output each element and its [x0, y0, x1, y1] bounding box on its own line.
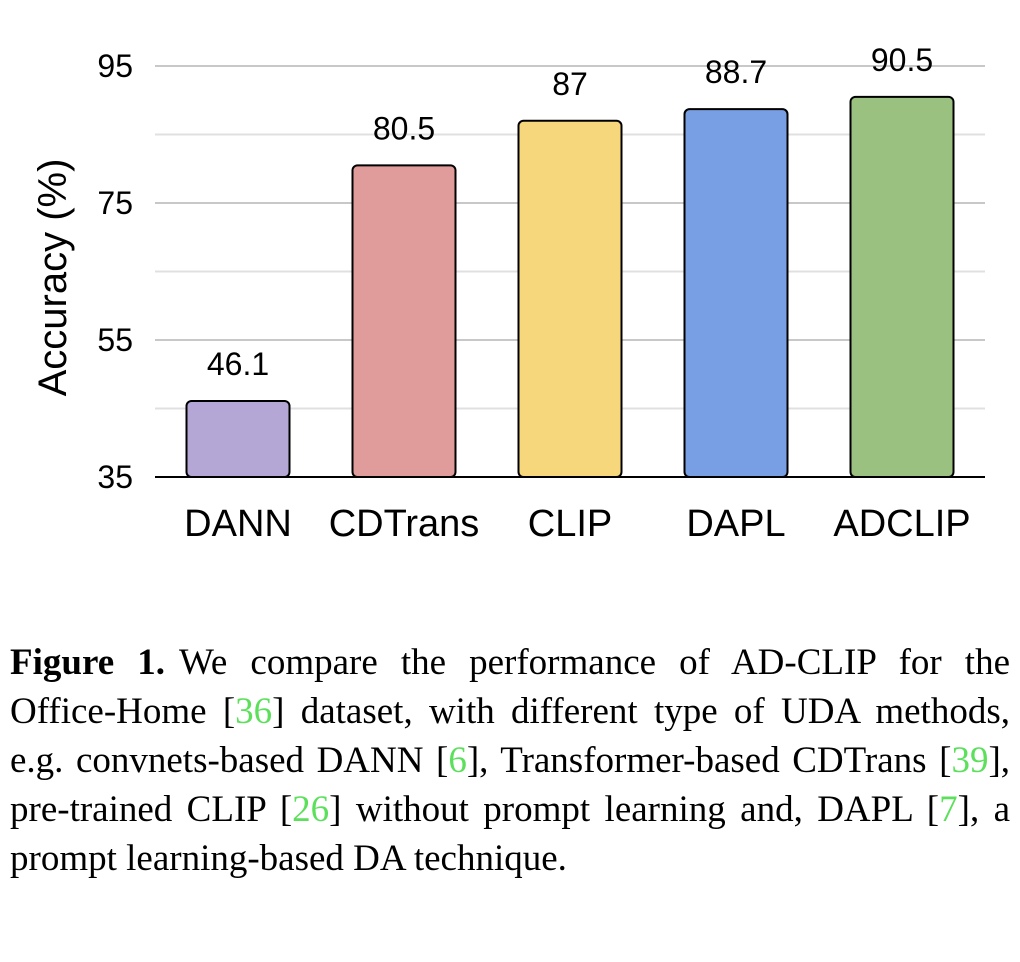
x-tick-label-cdtrans: CDTrans	[329, 503, 480, 545]
figure-label: Figure 1.	[10, 642, 165, 683]
x-tick-label-clip: CLIP	[528, 503, 612, 545]
data-label-clip: 87	[552, 66, 588, 102]
data-label-cdtrans: 80.5	[373, 110, 435, 146]
bar-dapl	[683, 108, 789, 478]
citation-ref[interactable]: 26	[292, 789, 330, 830]
citation-ref[interactable]: 36	[235, 691, 273, 732]
y-tick-label: 95	[97, 48, 133, 84]
caption-segment: ] without prompt learning and, DAPL [	[329, 789, 940, 830]
bars	[185, 95, 955, 479]
y-tick-label: 75	[97, 185, 133, 221]
data-label-adclip: 90.5	[871, 42, 933, 78]
figure-caption: Figure 1. We compare the performance of A…	[10, 638, 1010, 883]
bar-dann	[185, 399, 291, 478]
caption-segment: We compare the performance of AD-CLIP fo…	[10, 642, 1010, 732]
x-category-labels: DANN CDTrans CLIP DAPL ADCLIP	[184, 503, 970, 545]
citation-ref[interactable]: 6	[448, 740, 467, 781]
citation-ref[interactable]: 39	[951, 740, 989, 781]
y-tick-labels: 35 55 75 95	[97, 48, 133, 495]
caption-segment: ], pre-trained CLIP [	[10, 740, 1011, 830]
data-label-dann: 46.1	[207, 346, 269, 382]
x-tick-label-dapl: DAPL	[686, 503, 785, 545]
data-labels: 46.1 80.5 87 88.7 90.5	[207, 42, 933, 382]
caption-text: We compare the performance of AD-CLIP fo…	[10, 642, 1010, 879]
caption-segment: ], a prompt learning-based DA technique.	[10, 789, 1011, 879]
x-tick-label-adclip: ADCLIP	[833, 503, 970, 545]
citation-ref[interactable]: 7	[939, 789, 958, 830]
bar-cdtrans	[351, 164, 457, 478]
bar-clip	[517, 119, 623, 479]
caption-segment: ] dataset, with different type of UDA me…	[10, 691, 1010, 781]
bar-adclip	[849, 95, 955, 478]
data-label-dapl: 88.7	[705, 54, 767, 90]
y-tick-label: 35	[97, 459, 133, 495]
y-tick-label: 55	[97, 322, 133, 358]
bar-chart: 35 55 75 95 46.1 80.5 87 88.7 90.5 DANN CDTrans C…	[31, 42, 985, 545]
x-tick-label-dann: DANN	[184, 503, 292, 545]
caption-segment: ], Transformer-based CDTrans [	[466, 740, 952, 781]
y-axis-title: Accuracy (%)	[31, 159, 75, 397]
